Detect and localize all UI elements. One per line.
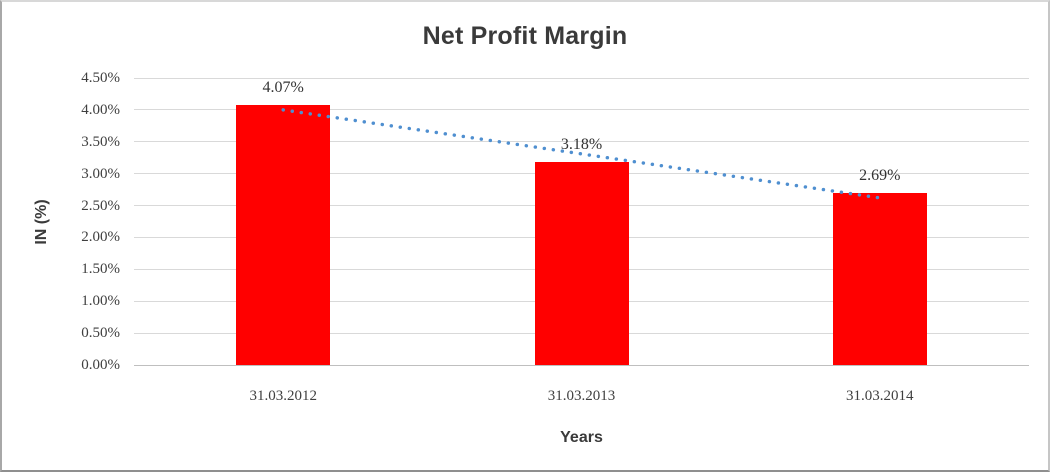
y-tick-label: 1.00% xyxy=(81,293,120,310)
x-tick-label: 31.03.2014 xyxy=(846,388,914,404)
bar-data-label: 4.07% xyxy=(262,79,304,97)
y-tick-label: 4.00% xyxy=(81,101,120,118)
y-tick-label: 2.50% xyxy=(81,197,120,214)
x-axis-title: Years xyxy=(560,429,603,446)
bar-data-label: 3.18% xyxy=(560,136,603,154)
x-axis-line xyxy=(134,364,1029,366)
y-tick-label: 0.00% xyxy=(81,357,120,373)
chart-title: Net Profit Margin xyxy=(422,22,628,50)
y-tick-label: 2.00% xyxy=(81,229,120,246)
x-tick-label: 31.03.2013 xyxy=(547,388,616,404)
x-tick-label: 31.03.2012 xyxy=(249,388,317,404)
bar-data-label: 2.69% xyxy=(859,167,901,185)
bar-31.03.2014 xyxy=(832,193,927,365)
bar-31.03.2013 xyxy=(534,162,629,365)
y-tick-label: 1.50% xyxy=(81,261,120,278)
y-tick-label: 0.50% xyxy=(81,325,120,342)
gridline xyxy=(134,77,1029,79)
y-tick-label: 4.50% xyxy=(81,70,120,86)
y-axis-title: IN (%) xyxy=(33,199,50,245)
y-tick-label: 3.50% xyxy=(81,133,120,150)
bar-31.03.2012 xyxy=(236,105,331,365)
y-tick-label: 3.00% xyxy=(81,165,120,182)
